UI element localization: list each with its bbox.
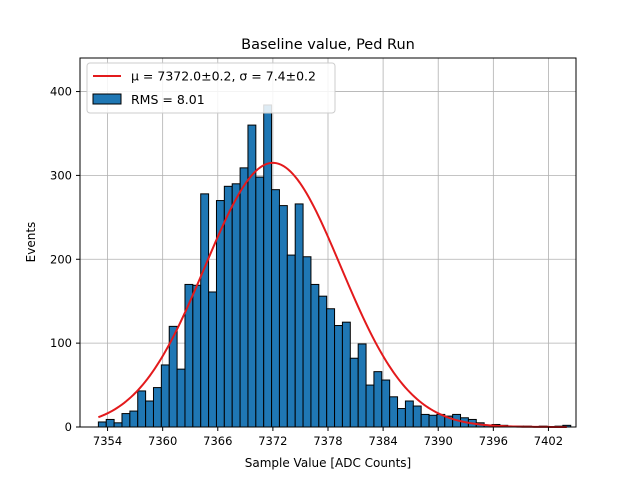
histogram-bar bbox=[404, 400, 414, 428]
histogram-bar bbox=[389, 396, 399, 428]
histogram-bar bbox=[420, 413, 430, 428]
histogram-bar bbox=[302, 256, 312, 428]
y-axis-ticks: 0 100 200 300 400 bbox=[50, 85, 80, 434]
legend-hist-label: RMS = 8.01 bbox=[131, 92, 205, 107]
histogram-bar bbox=[160, 364, 170, 428]
histogram-bar bbox=[231, 183, 241, 428]
histogram-bar bbox=[326, 308, 336, 428]
histogram-bar bbox=[318, 295, 328, 428]
histogram-bar bbox=[278, 205, 288, 428]
y-tick-label: 0 bbox=[65, 420, 72, 434]
histogram-bar bbox=[208, 291, 217, 428]
histogram-bar bbox=[365, 384, 375, 428]
x-axis-ticks: 7354 7360 7366 7372 7378 7384 7390 7396 7402 bbox=[93, 427, 563, 448]
histogram-bar bbox=[381, 379, 391, 428]
histogram-bar bbox=[200, 193, 210, 428]
histogram-bar bbox=[223, 185, 233, 428]
histogram-bar bbox=[145, 400, 154, 428]
y-tick-label: 300 bbox=[50, 168, 72, 182]
x-tick-label: 7384 bbox=[368, 434, 397, 448]
histogram-bar bbox=[349, 357, 359, 428]
x-tick-label: 7378 bbox=[313, 434, 342, 448]
y-axis-label: Events bbox=[24, 222, 38, 263]
histogram-bar bbox=[428, 414, 438, 428]
histogram-bar bbox=[341, 321, 351, 428]
histogram-bar bbox=[113, 422, 123, 428]
x-tick-label: 7390 bbox=[424, 434, 453, 448]
histogram-bar bbox=[412, 405, 422, 428]
x-tick-label: 7366 bbox=[203, 434, 232, 448]
x-tick-label: 7396 bbox=[479, 434, 508, 448]
histogram-bar bbox=[263, 104, 273, 428]
histogram-bar bbox=[357, 343, 367, 428]
histogram-bar bbox=[271, 189, 280, 428]
histogram-bar bbox=[294, 203, 304, 428]
histogram-bar bbox=[137, 390, 147, 428]
x-tick-label: 7354 bbox=[93, 434, 122, 448]
histogram-bar bbox=[247, 124, 257, 428]
gaussian-fit-curve bbox=[98, 161, 567, 428]
histogram-bar bbox=[176, 368, 186, 428]
y-tick-label: 200 bbox=[50, 252, 72, 266]
x-tick-label: 7360 bbox=[148, 434, 177, 448]
histogram-bar bbox=[121, 413, 131, 428]
histogram-bar bbox=[129, 410, 139, 428]
histogram-bar bbox=[105, 418, 115, 428]
chart-title: Baseline value, Ped Run bbox=[241, 37, 415, 53]
legend: μ = 7372.0±0.2, σ = 7.4±0.2 RMS = 8.01 bbox=[86, 62, 336, 114]
x-tick-label: 7402 bbox=[534, 434, 563, 448]
histogram-bar bbox=[239, 167, 249, 428]
histogram-bar bbox=[373, 371, 383, 428]
histogram-bars bbox=[97, 104, 572, 428]
y-tick-label: 100 bbox=[50, 336, 72, 350]
histogram-bar bbox=[397, 408, 406, 428]
histogram-bar bbox=[255, 176, 265, 428]
histogram-bar bbox=[192, 284, 202, 428]
x-axis-label: Sample Value [ADC Counts] bbox=[245, 456, 411, 470]
y-tick-label: 400 bbox=[50, 85, 72, 99]
histogram-bar bbox=[97, 421, 107, 428]
histogram-bar bbox=[310, 283, 320, 428]
histogram-bar bbox=[334, 325, 343, 428]
x-tick-label: 7372 bbox=[258, 434, 287, 448]
histogram-bar bbox=[215, 200, 225, 428]
legend-fit-label: μ = 7372.0±0.2, σ = 7.4±0.2 bbox=[131, 69, 316, 84]
legend-box bbox=[86, 62, 336, 114]
legend-hist-swatch bbox=[92, 93, 122, 105]
histogram-bar bbox=[286, 254, 296, 428]
histogram-bar bbox=[152, 387, 162, 428]
